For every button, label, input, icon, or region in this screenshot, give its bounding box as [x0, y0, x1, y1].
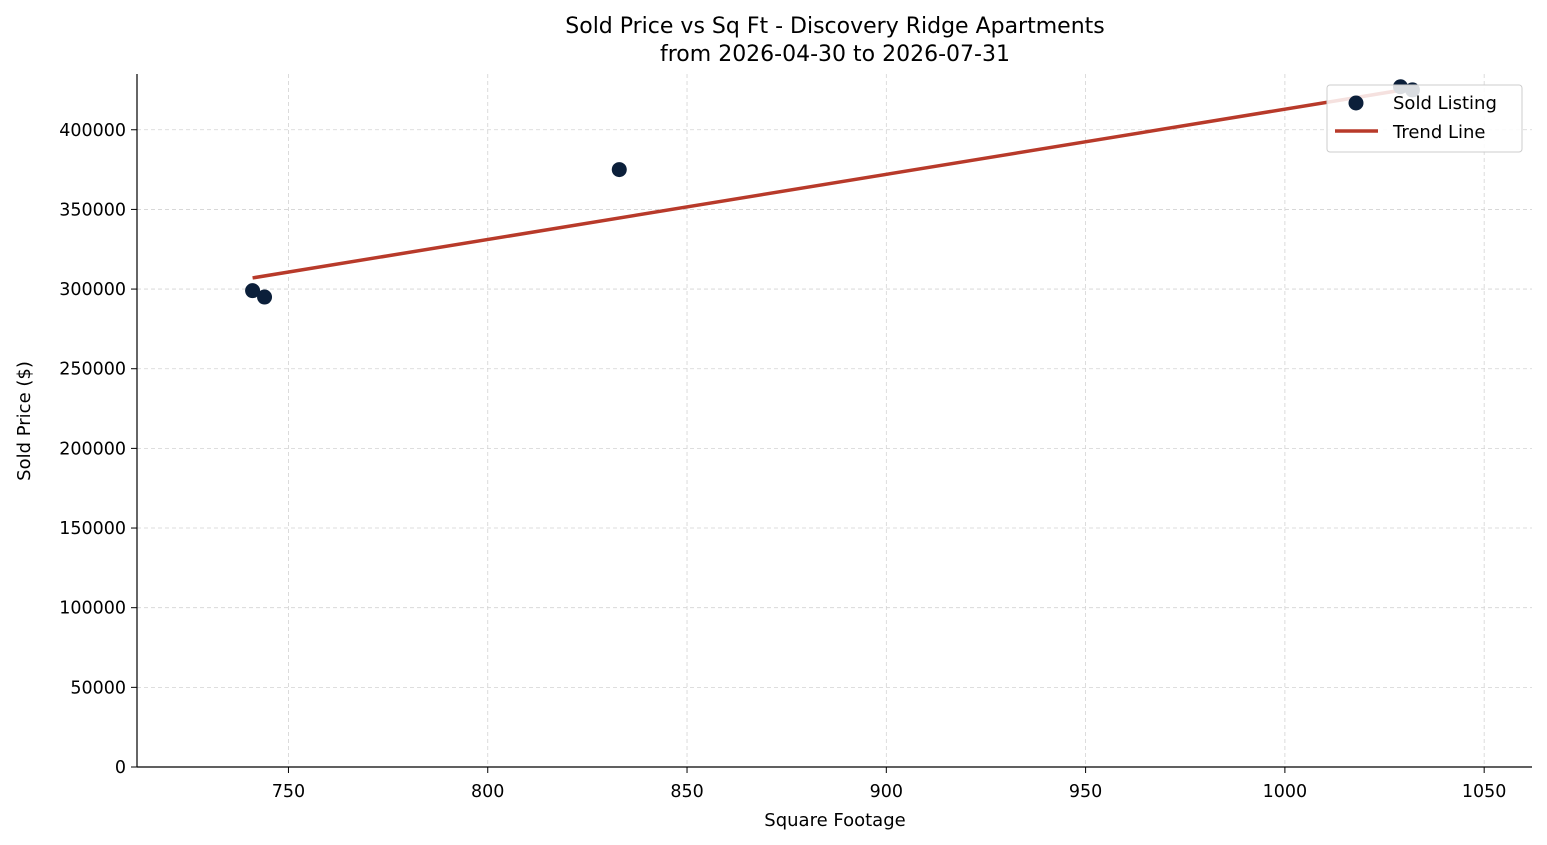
trend-line: [252, 86, 1413, 280]
chart-subtitle: from 2026-04-30 to 2026-07-31: [660, 42, 1010, 67]
x-tick-label: 1050: [1462, 782, 1507, 802]
y-tick-label: 150000: [59, 519, 126, 539]
legend-box: [1326, 84, 1523, 153]
x-tick-label: 750: [272, 782, 305, 802]
x-tick-label: 900: [870, 782, 903, 802]
x-tick-label: 950: [1069, 782, 1102, 802]
y-tick-label: 300000: [59, 280, 126, 300]
x-tick-label: 1000: [1263, 782, 1308, 802]
y-tick-label: 250000: [59, 360, 126, 380]
data-point: [611, 162, 627, 178]
legend-marker-sold-listing: [1348, 95, 1364, 111]
scatter-points-layer: [245, 79, 1420, 305]
trend-line-layer: [252, 86, 1413, 280]
legend: Sold Listing Trend Line: [1326, 84, 1523, 153]
y-tick-label: 400000: [59, 121, 126, 141]
y-tick-label: 100000: [59, 599, 126, 619]
y-axis-label: Sold Price ($): [14, 361, 35, 481]
legend-label-sold-listing: Sold Listing: [1393, 93, 1497, 114]
y-axis-ticks: 0 50000 100000 150000 200000 250000 300000 3500…: [59, 121, 137, 778]
x-tick-label: 850: [670, 782, 703, 802]
x-axis-ticks: 750 800 850 900 950 1000 1050: [272, 767, 1507, 802]
y-tick-label: 0: [115, 758, 126, 778]
x-axis-label: Square Footage: [764, 810, 905, 831]
grid-lines: [137, 74, 1532, 768]
data-point: [245, 283, 261, 299]
y-tick-label: 350000: [59, 200, 126, 220]
x-tick-label: 800: [471, 782, 504, 802]
y-tick-label: 50000: [70, 678, 126, 698]
y-tick-label: 200000: [59, 439, 126, 459]
legend-label-trend-line: Trend Line: [1392, 122, 1486, 143]
data-point: [257, 289, 273, 305]
chart-title: Sold Price vs Sq Ft - Discovery Ridge Ap…: [565, 14, 1104, 39]
